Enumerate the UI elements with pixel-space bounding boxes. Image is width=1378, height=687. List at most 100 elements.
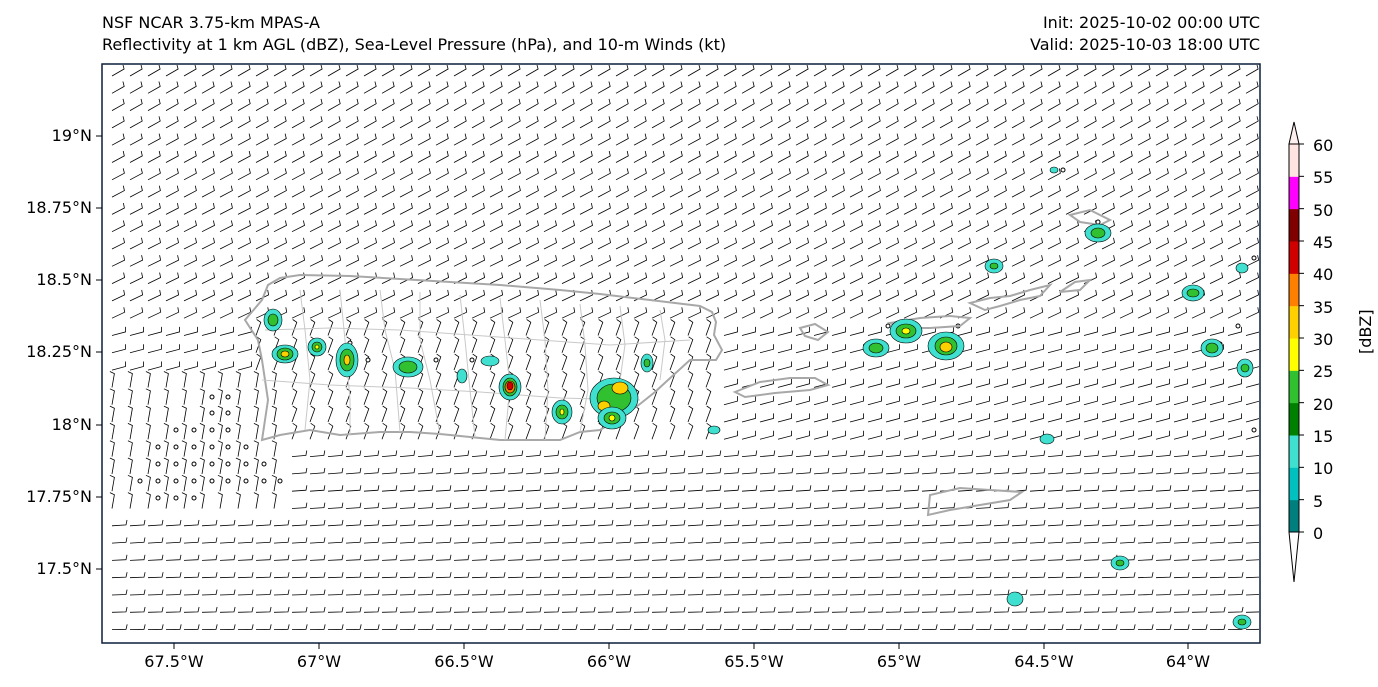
wind-barb [1137, 467, 1154, 475]
wind-barb [1065, 237, 1079, 250]
wind-barb [687, 220, 701, 233]
wind-barb [201, 150, 215, 163]
wind-barb [291, 589, 308, 596]
wind-barb [507, 98, 521, 111]
wind-barb [1173, 65, 1187, 77]
wind-barb [453, 133, 467, 146]
wind-barb [147, 361, 162, 371]
wind-barb [939, 378, 954, 388]
wind-barb [777, 606, 794, 613]
wind-barb [1245, 133, 1259, 146]
colorbar-under-arrow [1288, 531, 1300, 583]
wind-barb [1011, 519, 1028, 527]
wind-barb [1047, 81, 1061, 94]
wind-barb [723, 203, 737, 215]
wind-barb [669, 133, 683, 146]
wind-barb [849, 289, 864, 302]
title-model: NSF NCAR 3.75-km MPAS-A [102, 13, 320, 32]
wind-barb [759, 150, 773, 163]
wind-barb [597, 255, 612, 267]
wind-barb [993, 606, 1010, 613]
wind-barb [1101, 430, 1116, 440]
colorbar-segment [1289, 499, 1299, 533]
wind-barb [183, 185, 197, 198]
wind-barb [669, 168, 683, 181]
wind-barb [1227, 133, 1241, 146]
wind-barb [561, 485, 578, 492]
wind-barb [453, 388, 460, 405]
wind-barb [777, 326, 792, 336]
wind-barb [163, 423, 169, 440]
wind-barb [1227, 537, 1244, 544]
colorbar-segment [1289, 338, 1299, 371]
wind-barb [669, 624, 686, 630]
wind-barb [111, 307, 126, 319]
wind-barb [1155, 289, 1170, 302]
wind-barb [273, 255, 288, 267]
wind-barb [579, 272, 594, 284]
wind-barb [885, 289, 900, 302]
cell-24 [1039, 433, 1055, 445]
wind-barb [921, 98, 935, 111]
wind-barb [363, 150, 377, 163]
wind-barb [309, 255, 324, 267]
wind-barb [759, 485, 776, 492]
wind-barb [1047, 624, 1064, 630]
wind-barb [867, 519, 884, 527]
wind-barb [903, 624, 920, 630]
wind-barb [1137, 396, 1152, 406]
wind-barb [633, 319, 640, 336]
wind-barb [849, 537, 866, 544]
wind-barb [1083, 344, 1098, 354]
wind-barb [471, 81, 485, 94]
wind-barb [597, 203, 611, 215]
wind-barb [525, 353, 532, 371]
wind-barb [1083, 396, 1098, 406]
wind-barb [471, 203, 485, 215]
wind-barb [921, 537, 938, 544]
wind-barb [831, 98, 845, 111]
wind-barb [669, 255, 684, 267]
wind-barb [669, 467, 686, 475]
wind-barb [651, 467, 668, 475]
wind-barb [759, 326, 774, 336]
wind-barb [147, 255, 162, 267]
wind-barb [651, 572, 668, 579]
wind-barb [939, 502, 956, 509]
wind-barb [1191, 203, 1205, 215]
wind-barb [1011, 98, 1025, 111]
wind-barb [489, 237, 503, 250]
wind-barb [1155, 606, 1172, 613]
wind-barb [435, 371, 442, 388]
wind-barb [957, 589, 974, 596]
wind-barb [237, 220, 251, 233]
wind-barb [1209, 430, 1224, 440]
wind-barb [615, 116, 629, 129]
wind-barb [471, 116, 485, 129]
wind-barb [1209, 624, 1226, 630]
wind-barb [651, 519, 668, 527]
wind-barb [111, 272, 126, 284]
wind-barb [291, 185, 305, 198]
cell-19 [1084, 223, 1112, 243]
wind-barb [921, 624, 938, 630]
wind-barb [1101, 307, 1116, 319]
wind-barb [723, 450, 740, 457]
wind-barb [273, 606, 290, 613]
wind-barb [561, 150, 575, 163]
wind-barb [741, 430, 756, 440]
wind-barb [363, 319, 370, 336]
wind-barb [597, 307, 612, 319]
wind-barb [993, 537, 1010, 544]
colorbar-tick-30: 30 [1313, 330, 1334, 349]
wind-barb [345, 98, 359, 111]
wind-barb [813, 220, 827, 233]
wind-barb [201, 81, 215, 94]
wind-barb [687, 572, 704, 579]
wind-barb [903, 255, 918, 267]
wind-barb [633, 371, 640, 388]
colorbar-tick-60: 60 [1313, 136, 1334, 155]
wind-barb [1119, 485, 1136, 492]
wind-barb [759, 203, 773, 215]
wind-barb [1083, 413, 1098, 423]
